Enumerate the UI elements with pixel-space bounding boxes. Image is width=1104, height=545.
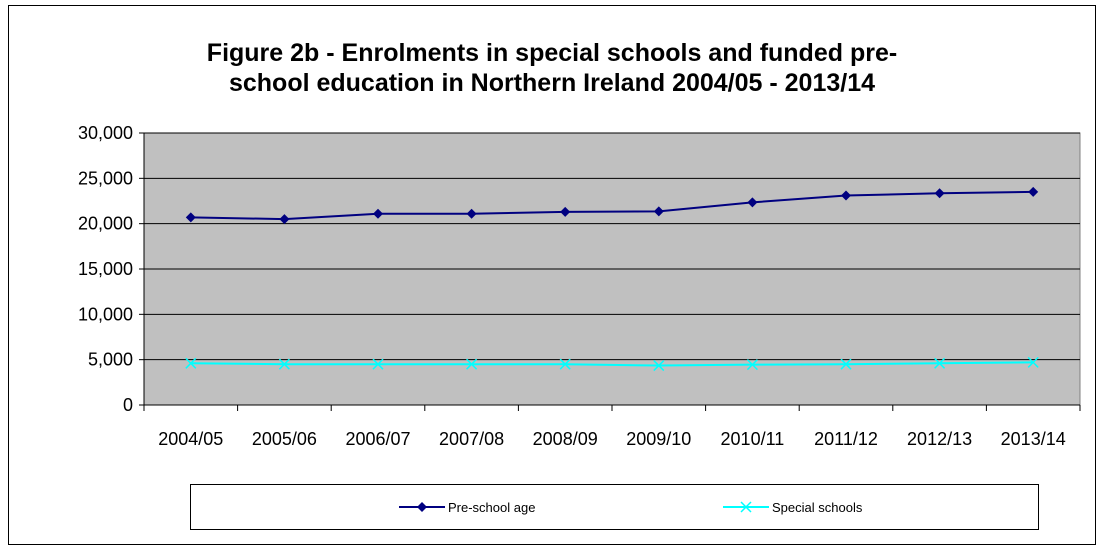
x-tick-label: 2004/05 (158, 429, 223, 449)
data-point-diamond (653, 206, 664, 217)
data-point-diamond (747, 197, 758, 208)
series-line-0 (190, 190, 1034, 221)
x-tick-label: 2011/12 (814, 429, 878, 449)
data-point-diamond (934, 188, 945, 199)
x-tick-label: 2009/10 (626, 429, 691, 449)
data-point-x (746, 359, 758, 371)
series-line-1 (190, 361, 1034, 367)
y-tick-label: 30,000 (78, 123, 133, 143)
x-tick-label: 2005/06 (252, 429, 317, 449)
legend-marker-x-icon (723, 501, 769, 513)
x-tick-label: 2006/07 (345, 429, 410, 449)
legend-label: Pre-school age (448, 499, 536, 515)
data-point-diamond (560, 206, 571, 217)
y-tick-label: 25,000 (78, 168, 133, 188)
data-point-x (653, 360, 665, 372)
legend-label: Special schools (772, 499, 863, 515)
x-tick-label: 2012/13 (907, 429, 972, 449)
data-point-diamond (466, 208, 477, 219)
y-tick-label: 20,000 (78, 214, 133, 234)
chart-title-line-2: school education in Northern Ireland 200… (228, 69, 876, 97)
data-point-diamond (373, 208, 383, 219)
data-point-x (934, 357, 946, 369)
y-tick-label: 10,000 (78, 304, 133, 324)
chart-title: Figure 2b - Enrolments in special school… (0, 38, 1104, 98)
data-point-x (559, 358, 571, 370)
data-point-diamond (279, 214, 290, 225)
x-tick-label: 2013/14 (1001, 429, 1066, 449)
data-point-x (185, 357, 197, 369)
x-tick-label: 2007/08 (439, 429, 504, 449)
y-tick-label: 5,000 (88, 350, 133, 370)
axes: 0 5,000 10,000 15,000 20,000 25,000 30,000 2004… (78, 123, 1081, 449)
data-point-x (840, 358, 852, 370)
x-tick-label: 2010/11 (721, 429, 785, 449)
legend-item-pre-school-age: Pre-school age (399, 485, 535, 529)
series-layer (185, 186, 1039, 372)
legend-item-special-schools: Special schools (723, 485, 862, 529)
x-tick-label: 2008/09 (533, 429, 598, 449)
legend-marker-diamond-icon (399, 502, 445, 512)
data-point-x (466, 358, 478, 370)
data-point-diamond (1028, 186, 1039, 197)
data-point-x (372, 358, 384, 370)
gridlines (144, 132, 1080, 361)
data-point-diamond (841, 190, 851, 201)
y-tick-label: 15,000 (78, 259, 133, 279)
legend: Pre-school age Special schools (190, 484, 1039, 530)
data-point-diamond (185, 212, 196, 223)
y-tick-label: 0 (123, 395, 133, 415)
line-chart: 0 5,000 10,000 15,000 20,000 25,000 30,000 2004… (78, 123, 1081, 449)
chart-title-line-1: Figure 2b - Enrolments in special school… (206, 39, 898, 67)
data-point-x (1027, 356, 1039, 368)
data-point-x (278, 358, 290, 370)
